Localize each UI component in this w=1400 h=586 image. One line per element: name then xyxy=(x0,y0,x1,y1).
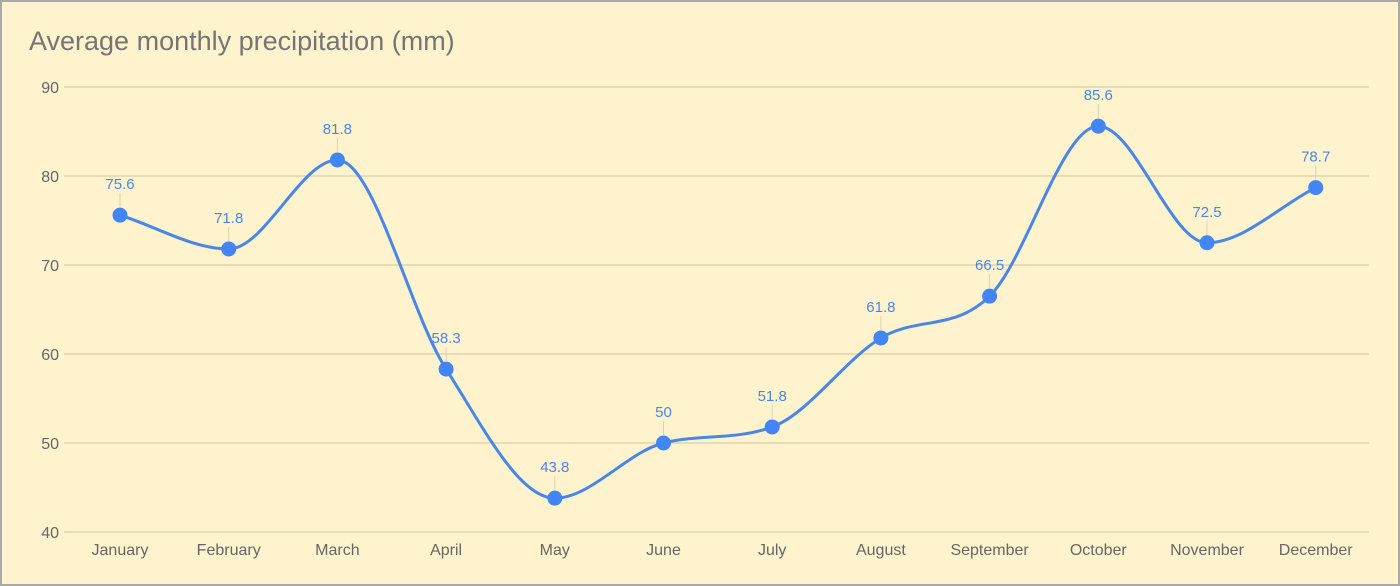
data-label: 51.8 xyxy=(758,388,787,405)
data-label: 75.6 xyxy=(105,176,134,193)
data-point[interactable] xyxy=(112,207,128,223)
data-point[interactable] xyxy=(329,152,345,168)
chart-title: Average monthly precipitation (mm) xyxy=(29,26,455,56)
x-tick-label: July xyxy=(758,542,786,559)
data-point[interactable] xyxy=(656,435,671,451)
data-point[interactable] xyxy=(221,241,237,257)
x-tick-label: December xyxy=(1279,542,1353,559)
y-tick-label: 70 xyxy=(41,258,59,275)
data-point[interactable] xyxy=(1308,180,1324,196)
x-tick-label: January xyxy=(92,542,149,559)
data-point[interactable] xyxy=(547,490,563,506)
y-tick-label: 50 xyxy=(41,436,59,453)
data-label: 50 xyxy=(655,404,672,421)
x-axis-ticks: January February March April May June July Augu… xyxy=(92,542,1354,559)
x-tick-label: September xyxy=(950,542,1029,559)
y-tick-label: 80 xyxy=(41,169,59,186)
x-tick-label: August xyxy=(856,542,906,559)
data-point[interactable] xyxy=(438,361,454,377)
data-label: 78.7 xyxy=(1301,149,1330,166)
data-labels: 75.6 71.8 81.8 58.3 43.8 50 51.8 61.8 66.5 85.6 72… xyxy=(105,87,1330,491)
data-point[interactable] xyxy=(1090,118,1106,134)
data-points xyxy=(112,118,1324,506)
data-label: 72.5 xyxy=(1192,204,1221,221)
gridlines xyxy=(64,86,1369,533)
x-tick-label: November xyxy=(1170,542,1244,559)
data-label: 58.3 xyxy=(431,330,460,347)
x-tick-label: April xyxy=(430,542,462,559)
data-label: 81.8 xyxy=(323,121,352,138)
data-label: 43.8 xyxy=(540,459,569,476)
data-label: 71.8 xyxy=(214,210,243,227)
y-tick-label: 40 xyxy=(41,525,59,542)
x-tick-label: October xyxy=(1070,542,1128,559)
x-tick-label: March xyxy=(315,542,359,559)
data-point[interactable] xyxy=(873,330,889,346)
data-label: 85.6 xyxy=(1084,87,1113,104)
x-tick-label: June xyxy=(646,542,681,559)
data-point[interactable] xyxy=(764,419,780,435)
data-label: 66.5 xyxy=(975,257,1004,274)
data-point[interactable] xyxy=(1199,235,1215,251)
data-label: 61.8 xyxy=(866,299,895,316)
y-tick-label: 90 xyxy=(41,80,59,97)
data-point[interactable] xyxy=(982,288,998,304)
x-tick-label: May xyxy=(540,542,570,559)
y-tick-label: 60 xyxy=(41,347,59,364)
y-axis-ticks: 40 50 60 70 80 90 xyxy=(41,80,59,542)
x-tick-label: February xyxy=(197,542,261,559)
